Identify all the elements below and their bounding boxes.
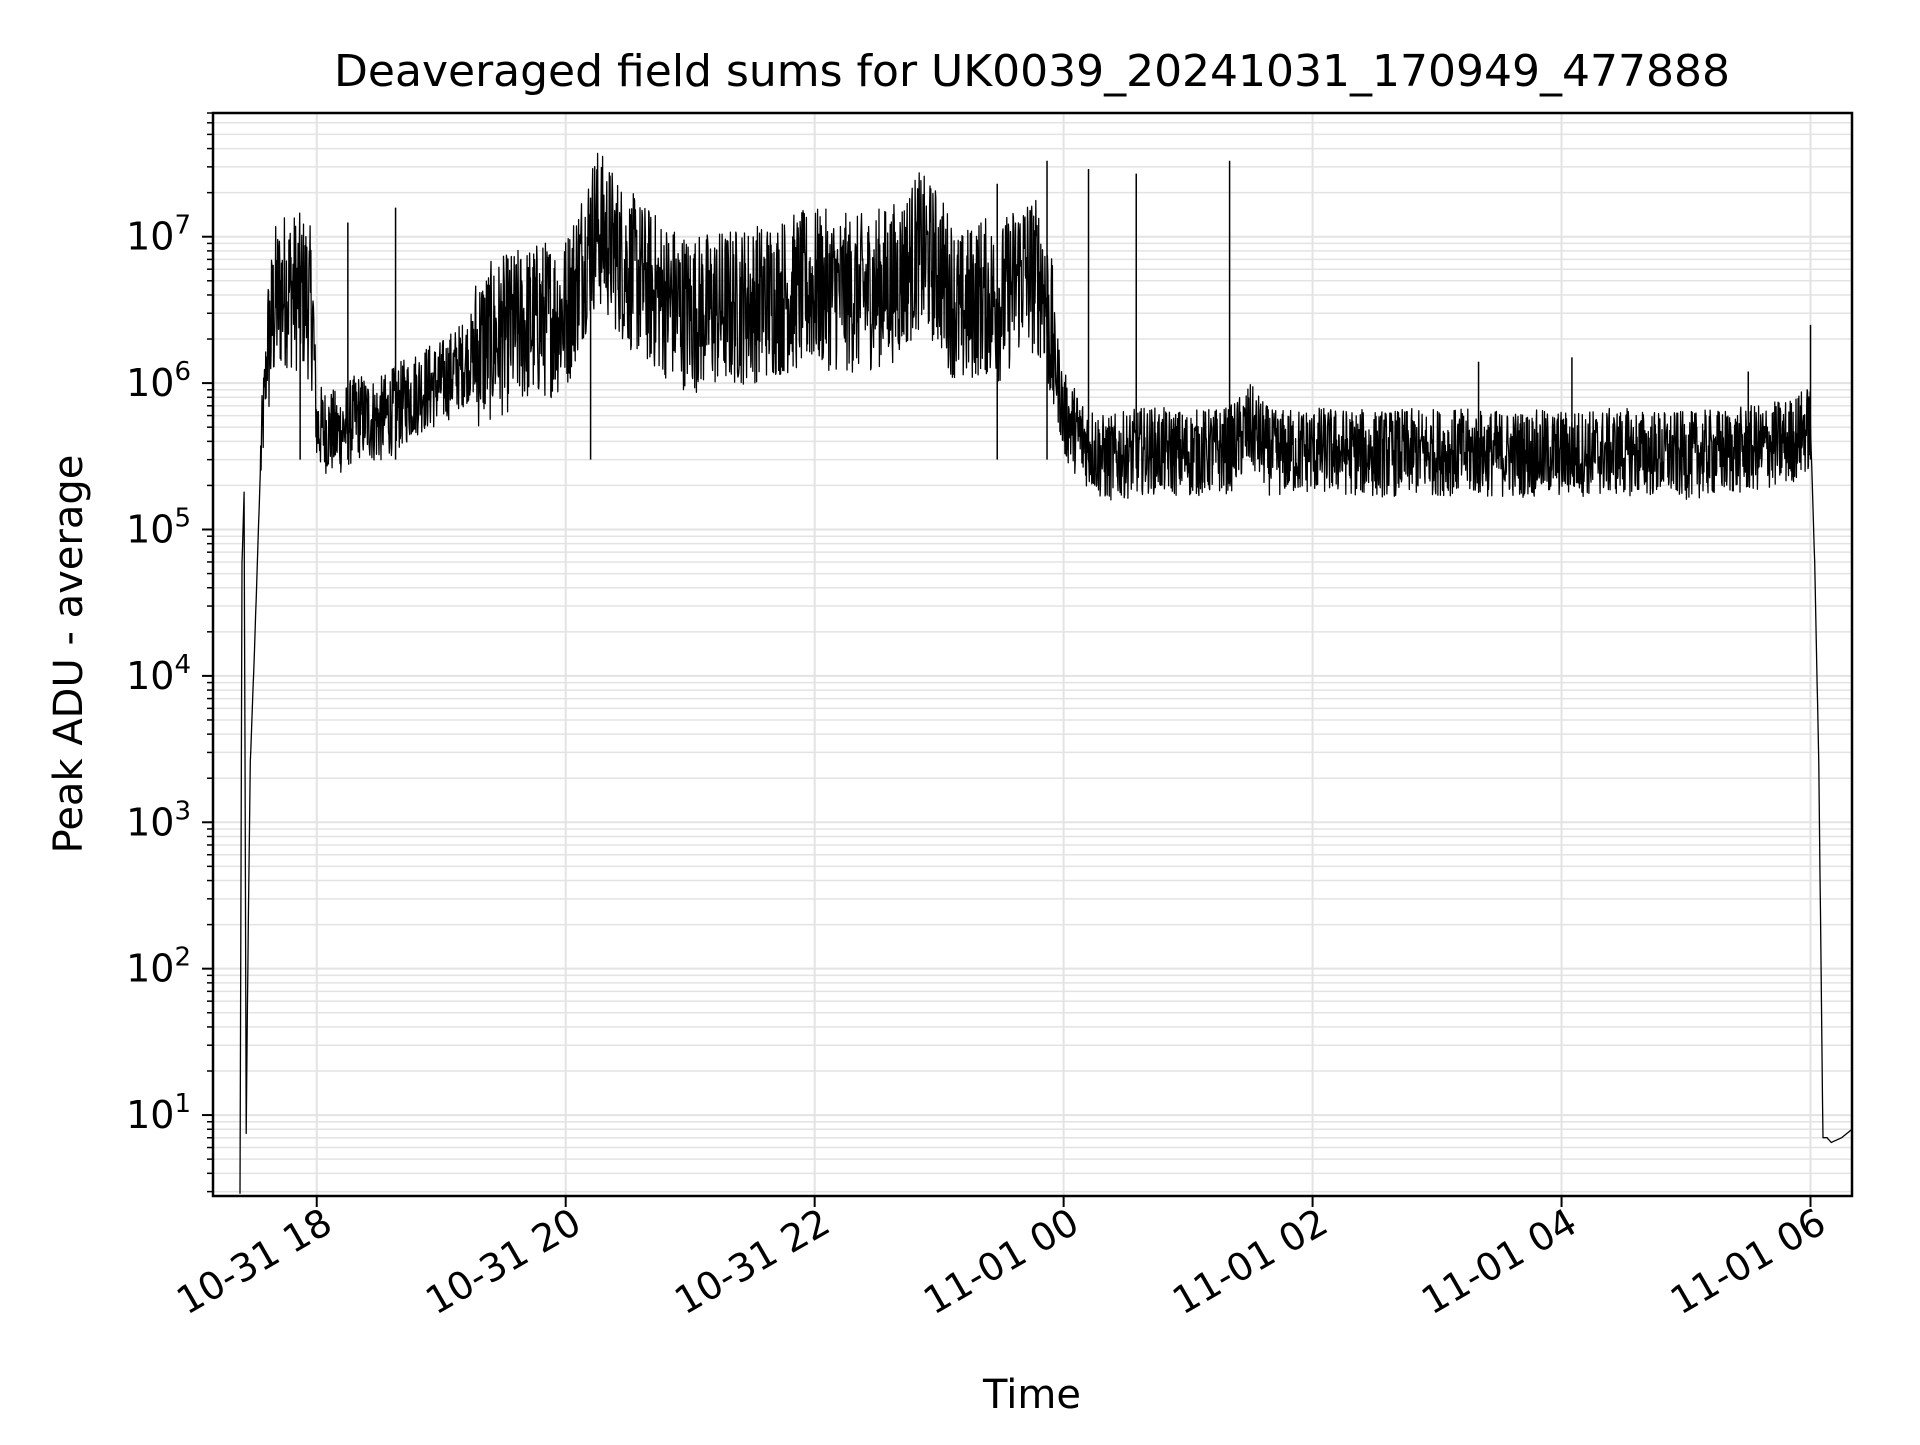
y-tick-label: 105 xyxy=(126,503,191,551)
y-tick-label: 101 xyxy=(126,1089,191,1137)
y-tick-label: 103 xyxy=(126,796,191,844)
data-layer xyxy=(239,152,1853,1194)
y-tick-label: 106 xyxy=(126,357,191,405)
y-tick-label: 107 xyxy=(126,211,191,259)
y-tick-label: 104 xyxy=(126,650,191,698)
y-tick-label: 102 xyxy=(126,943,191,991)
chart-title: Deaveraged field sums for UK0039_2024103… xyxy=(334,46,1730,97)
y-axis-label: Peak ADU - average xyxy=(46,455,92,854)
x-axis-label: Time xyxy=(982,1372,1081,1418)
plot-frame xyxy=(211,111,1854,1198)
series-line xyxy=(239,152,1853,1194)
grid-layer xyxy=(213,112,1852,1196)
